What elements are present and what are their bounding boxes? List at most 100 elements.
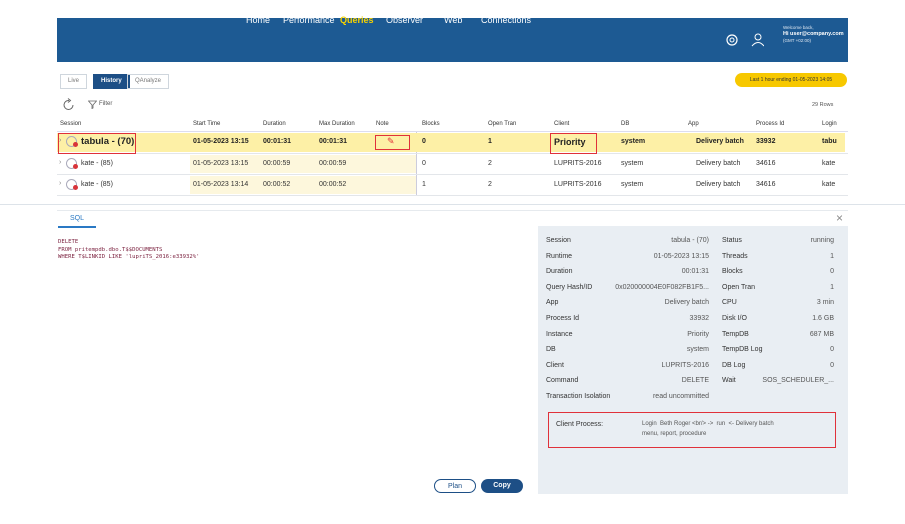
column-header: Note xyxy=(376,121,389,127)
table-cell: 33932 xyxy=(756,138,776,145)
table-cell: kate xyxy=(822,181,836,188)
column-header: Blocks xyxy=(422,121,440,127)
detail-label: CPU xyxy=(722,299,737,307)
detail-value: 0x020000004E0F082FB1F5... xyxy=(615,283,709,291)
table-cell: 00:01:31 xyxy=(319,138,348,145)
detail-value: DELETE xyxy=(681,377,709,385)
table-cell: 34616 xyxy=(756,160,776,167)
code-line: WHERE T$LINKID LIKE 'lupriTS_2016:e33932… xyxy=(58,254,200,260)
table-cell: 00:00:52 xyxy=(319,181,347,188)
table-cell: 1 xyxy=(488,138,492,145)
view-tab[interactable]: History xyxy=(93,74,130,89)
detail-label: Transaction Isolation xyxy=(546,393,611,400)
user-greeting: Welcome back, xyxy=(783,25,814,30)
copy-button[interactable]: Copy xyxy=(481,479,523,493)
table-cell: system xyxy=(621,138,646,145)
column-header: Duration xyxy=(263,121,286,127)
table-cell: 00:00:59 xyxy=(319,160,347,167)
detail-label: Blocks xyxy=(722,268,743,276)
table-cell: 1 xyxy=(422,181,426,188)
client-process-label: Client Process: xyxy=(556,421,604,428)
panel-border xyxy=(57,210,848,211)
nav-item[interactable]: Queries xyxy=(340,15,374,25)
client-process-line: menu, report, procedure xyxy=(642,431,707,437)
nav-item[interactable]: Home xyxy=(246,15,271,25)
detail-value: LUPRITS-2016 xyxy=(661,361,709,369)
column-divider xyxy=(416,116,417,196)
table-cell: Priority xyxy=(554,137,586,147)
sql-tab[interactable]: SQL xyxy=(70,215,85,222)
table-cell: kate - (85) xyxy=(81,181,113,188)
plan-button[interactable]: Plan xyxy=(434,479,476,493)
code-line: DELETE xyxy=(58,239,79,245)
table-cell: 01-05-2023 13:15 xyxy=(193,138,249,145)
column-header: App xyxy=(688,121,699,127)
detail-label: Process Id xyxy=(546,315,580,322)
time-range[interactable]: Last 1 hour ending 01-05-2023 14:05 xyxy=(735,73,847,87)
row-border xyxy=(57,174,848,175)
column-header: Process Id xyxy=(756,121,785,127)
refresh-icon[interactable] xyxy=(62,98,76,112)
user-name: Hi user@company.com xyxy=(783,31,844,37)
detail-label: Threads xyxy=(722,252,748,260)
nav-item[interactable]: Connections xyxy=(481,15,532,25)
nav-item[interactable]: Web xyxy=(444,15,463,25)
detail-label: Disk I/O xyxy=(722,315,747,322)
row-count: 29 Rows xyxy=(812,102,834,108)
session-icon xyxy=(66,179,77,190)
detail-label: Wait xyxy=(722,377,736,385)
table-cell: LUPRITS-2016 xyxy=(554,160,602,167)
detail-value: 33932 xyxy=(689,315,709,322)
row-border xyxy=(57,195,848,196)
view-tab[interactable]: QAnalyze xyxy=(127,74,170,89)
detail-value: tabula - (70) xyxy=(671,237,709,244)
detail-value: system xyxy=(686,346,709,354)
close-icon[interactable]: × xyxy=(836,211,844,225)
detail-value: read uncommitted xyxy=(652,393,709,400)
column-header: Start Time xyxy=(193,121,221,127)
detail-label: TempDB xyxy=(722,330,749,338)
detail-value: 00:01:31 xyxy=(681,268,709,276)
detail-value: 1 xyxy=(830,283,834,291)
filter-label[interactable]: Filter xyxy=(99,101,113,107)
table-cell: 2 xyxy=(488,181,492,188)
table-cell: 01-05-2023 13:14 xyxy=(193,181,249,188)
detail-value: 0 xyxy=(830,361,834,369)
detail-label: Query Hash/ID xyxy=(546,283,593,291)
nav-item[interactable]: Observer xyxy=(386,15,424,25)
client-highlight xyxy=(550,133,597,154)
detail-value: 1.6 GB xyxy=(812,315,834,322)
table-cell: LUPRITS-2016 xyxy=(554,181,602,188)
detail-label: DB Log xyxy=(722,361,746,369)
row-highlight xyxy=(190,176,416,194)
detail-label: Instance xyxy=(546,330,573,338)
table-cell: Delivery batch xyxy=(696,181,741,188)
session-icon-badge xyxy=(73,185,78,190)
client-process-line: Login Beth Roger <br/> -> run <- Deliver… xyxy=(642,421,774,427)
divider xyxy=(0,204,905,205)
detail-label: Open Tran xyxy=(722,283,756,291)
table-cell: 00:00:59 xyxy=(263,160,291,167)
table-cell: system xyxy=(621,181,644,188)
expand-chevron: › xyxy=(59,159,62,166)
view-tab[interactable]: Live xyxy=(60,74,88,89)
column-header: Login xyxy=(822,121,837,127)
session-icon-badge xyxy=(73,142,78,147)
detail-label: DB xyxy=(546,346,556,354)
nav-item[interactable]: Performance xyxy=(283,15,335,25)
column-header: Client xyxy=(554,121,570,127)
detail-label: Runtime xyxy=(546,252,573,260)
detail-label: Session xyxy=(546,237,571,244)
table-cell: 00:00:52 xyxy=(263,181,291,188)
column-header: Open Tran xyxy=(488,121,517,127)
table-cell: 0 xyxy=(422,138,426,145)
detail-value: 687 MB xyxy=(809,330,834,338)
details-panel xyxy=(538,226,848,494)
tab-underline xyxy=(58,226,96,228)
filter-icon[interactable] xyxy=(88,100,97,109)
session-highlight xyxy=(58,133,136,154)
client-process-box xyxy=(548,412,836,448)
table-cell: tabu xyxy=(822,138,837,145)
column-header: DB xyxy=(621,121,630,127)
